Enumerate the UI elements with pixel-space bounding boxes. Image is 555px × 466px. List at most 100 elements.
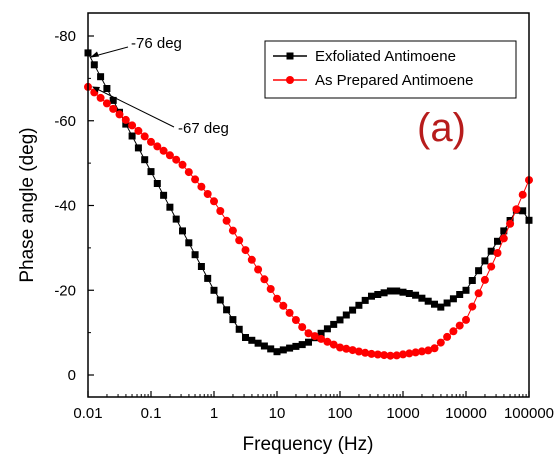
data-point (393, 287, 401, 295)
data-point (329, 340, 338, 349)
data-point (380, 289, 388, 297)
y-tick-label-0: 0 (68, 367, 76, 384)
data-point (493, 249, 502, 257)
y-tick-label-20: -20 (54, 282, 76, 299)
data-point (487, 262, 496, 271)
data-point (128, 132, 136, 140)
data-point (166, 203, 174, 211)
data-point (443, 332, 452, 341)
annotation-label-67: -67 deg (178, 120, 229, 137)
data-point (102, 99, 111, 108)
data-point (298, 341, 306, 349)
data-point (323, 337, 332, 346)
data-point (499, 234, 508, 243)
annotation-arrowhead-76 (90, 51, 99, 58)
annotation-arrow-67 (92, 86, 175, 128)
data-point (418, 294, 426, 302)
data-point (285, 308, 294, 317)
data-point (455, 321, 464, 330)
data-point (229, 316, 237, 324)
data-point (216, 207, 225, 215)
data-point (178, 160, 187, 169)
x-tick-label-0-01: 0.01 (73, 405, 102, 422)
data-point (380, 351, 389, 360)
data-point (241, 246, 250, 255)
data-point (210, 197, 218, 206)
data-point (342, 311, 350, 319)
data-point (330, 320, 338, 328)
data-point (247, 255, 256, 264)
data-point (159, 146, 168, 155)
data-point (248, 336, 256, 344)
data-point (475, 267, 483, 275)
data-point (468, 302, 477, 311)
data-point (436, 338, 445, 347)
data-point (254, 265, 263, 274)
data-point (191, 175, 200, 184)
data-point (90, 61, 98, 69)
data-point (254, 339, 262, 347)
data-point (191, 251, 199, 259)
legend-box (264, 40, 517, 99)
x-tick-label-100000: 100000 (504, 405, 554, 422)
legend: Exfoliated Antimoene As Prepared Antimoe… (264, 40, 517, 99)
data-point (355, 301, 363, 309)
data-point (411, 348, 420, 357)
data-point (462, 286, 470, 294)
legend-marker-exfoliated (286, 52, 294, 60)
data-point (122, 120, 130, 128)
data-point (216, 296, 224, 304)
x-tick-label-10: 10 (269, 405, 286, 422)
data-point (405, 290, 413, 297)
data-point (349, 306, 357, 314)
data-point (134, 126, 143, 135)
data-point (304, 329, 313, 338)
data-point (204, 274, 212, 282)
data-point (424, 297, 432, 305)
data-point (286, 344, 294, 352)
data-point (412, 291, 420, 299)
annotation-label-76: -76 deg (131, 35, 182, 52)
axes-layer: 0.01 0.1 1 10 100 1000 10000 100000 0 -20 -40 -60 -8… (54, 28, 554, 422)
x-tick-label-1: 1 (210, 405, 218, 422)
y-axis-title: Phase angle (deg) (17, 127, 38, 282)
legend-label-as-prepared: As Prepared Antimoene (315, 72, 473, 89)
data-point (474, 289, 483, 298)
data-point (519, 207, 527, 215)
data-point (153, 142, 162, 151)
series-as-prepared-antimoene (84, 82, 533, 360)
data-point (273, 348, 281, 356)
data-point (506, 219, 515, 228)
data-point (367, 349, 376, 358)
data-point (399, 288, 407, 296)
data-point (228, 226, 237, 235)
data-point (481, 257, 489, 265)
data-point (279, 301, 288, 310)
data-point (267, 345, 275, 353)
data-point (242, 334, 249, 341)
data-point (336, 343, 344, 352)
annotations-layer: -76 deg -67 deg (90, 35, 229, 137)
panel-label: (a) (417, 106, 466, 150)
data-point (323, 325, 331, 333)
data-point (480, 275, 489, 284)
data-point (197, 182, 206, 191)
data-point (260, 275, 269, 284)
x-tick-label-100: 100 (327, 405, 352, 422)
data-point (109, 96, 117, 104)
data-point (443, 299, 451, 307)
y-tick-label-80: -80 (54, 28, 76, 45)
data-point (386, 287, 394, 295)
data-point (310, 332, 319, 341)
data-point (487, 247, 495, 255)
x-axis-title: Frequency (Hz) (243, 434, 374, 455)
y-tick-label-60: -60 (54, 113, 76, 130)
data-point (210, 286, 218, 294)
data-point (373, 350, 382, 359)
data-point (96, 93, 105, 102)
data-point (140, 132, 149, 141)
x-tick-label-10000: 10000 (445, 405, 487, 422)
data-point (260, 342, 268, 350)
data-point (147, 137, 155, 146)
